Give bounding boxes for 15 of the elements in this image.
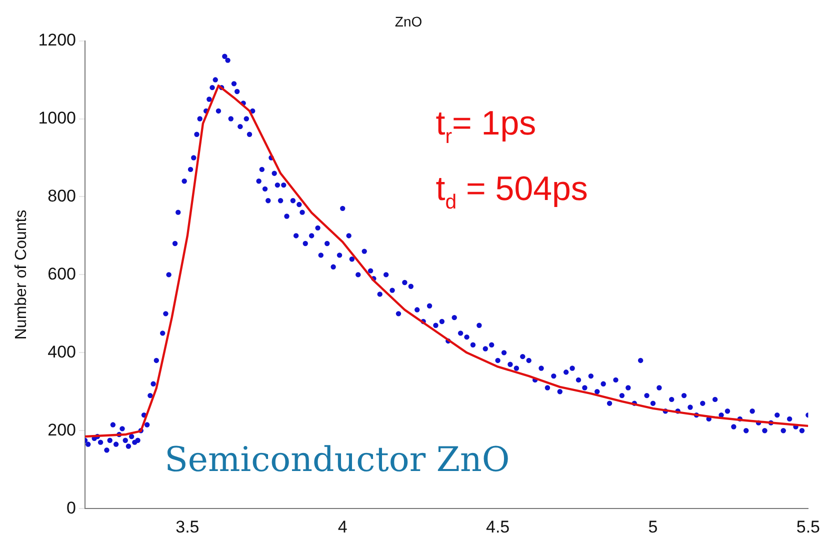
y-tick-label: 1000 [38, 108, 76, 128]
x-tick-label: 4 [338, 517, 348, 536]
y-axis-title: Number of Counts [13, 210, 30, 340]
y-tick-label: 1200 [38, 30, 76, 50]
y-tick-label: 0 [66, 498, 76, 518]
y-tick-label: 200 [48, 420, 76, 440]
y-tick-label: 800 [48, 186, 76, 206]
x-tick-label: 4.5 [486, 517, 510, 536]
x-tick-label: 5 [648, 517, 658, 536]
y-tick-label: 600 [48, 264, 76, 284]
annotation: Semiconductor ZnO [164, 440, 510, 480]
x-tick-label: 3.5 [176, 517, 200, 536]
y-tick-label: 400 [48, 342, 76, 362]
chart-title: ZnO [394, 13, 422, 30]
x-tick-label: 5.5 [796, 517, 820, 536]
